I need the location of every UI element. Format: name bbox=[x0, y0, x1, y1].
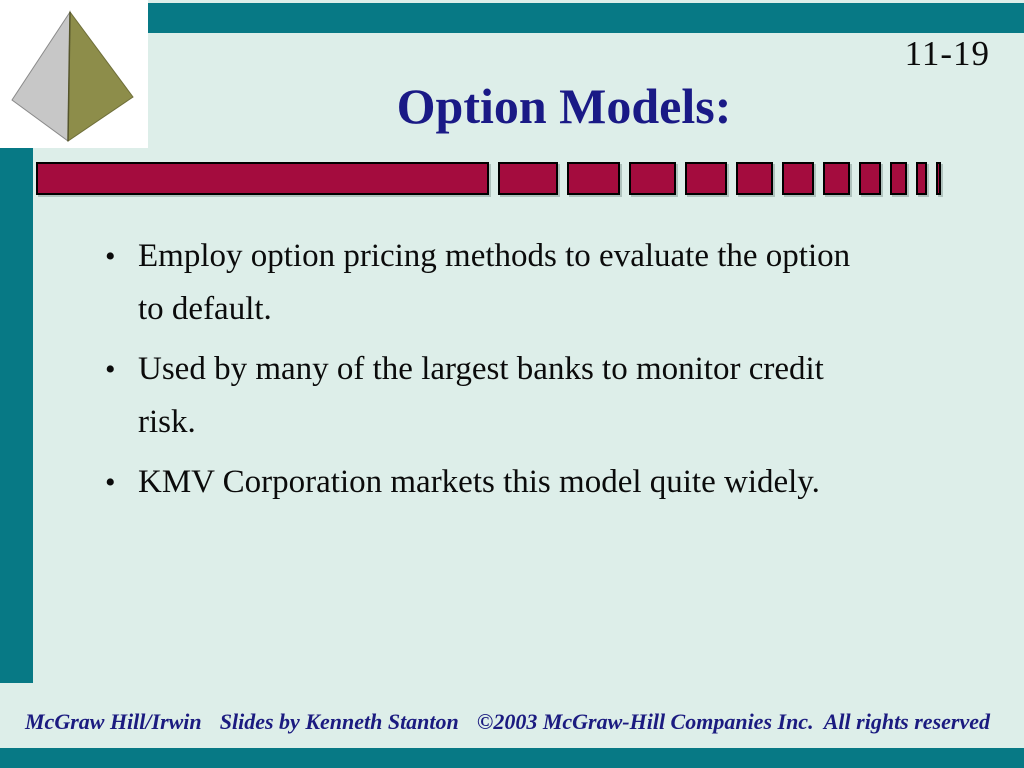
divider-segment bbox=[916, 162, 927, 195]
pyramid-logo-icon bbox=[11, 10, 134, 142]
bullet-icon: • bbox=[105, 353, 116, 386]
list-item: • Employ option pricing methods to evalu… bbox=[105, 230, 880, 336]
list-item: • KMV Corporation markets this model qui… bbox=[105, 456, 880, 509]
bullet-icon: • bbox=[105, 466, 116, 499]
divider-segment bbox=[936, 162, 941, 195]
divider-segment bbox=[498, 162, 558, 195]
divider-segment bbox=[736, 162, 773, 195]
slide-page-number: 11-19 bbox=[904, 34, 990, 73]
divider-segment bbox=[629, 162, 676, 195]
bullet-text: Employ option pricing methods to evaluat… bbox=[138, 238, 851, 327]
slide-title: Option Models: bbox=[396, 78, 732, 134]
divider-segment bbox=[823, 162, 850, 195]
divider-segment bbox=[782, 162, 814, 195]
divider-segment bbox=[859, 162, 881, 195]
segmented-divider bbox=[36, 162, 941, 195]
divider-segment bbox=[36, 162, 489, 195]
bullet-text: Used by many of the largest banks to mon… bbox=[138, 351, 824, 440]
bullet-icon: • bbox=[105, 240, 116, 273]
logo-box bbox=[0, 0, 148, 148]
divider-segment bbox=[567, 162, 620, 195]
footer-copyright: ©2003 McGraw-Hill Companies Inc. All rig… bbox=[476, 709, 990, 734]
bottom-teal-bar bbox=[0, 748, 1024, 768]
footer-author: Slides by Kenneth Stanton bbox=[219, 709, 459, 734]
bullet-text: KMV Corporation markets this model quite… bbox=[138, 464, 820, 500]
divider-segment bbox=[685, 162, 727, 195]
list-item: • Used by many of the largest banks to m… bbox=[105, 343, 880, 449]
top-teal-bar bbox=[148, 3, 1024, 33]
slide-footer: McGraw Hill/Irwin Slides by Kenneth Stan… bbox=[0, 706, 1024, 738]
bullet-list: • Employ option pricing methods to evalu… bbox=[105, 230, 880, 516]
divider-segment bbox=[890, 162, 907, 195]
left-teal-bar bbox=[0, 145, 33, 683]
footer-brand: McGraw Hill/Irwin bbox=[25, 709, 202, 734]
